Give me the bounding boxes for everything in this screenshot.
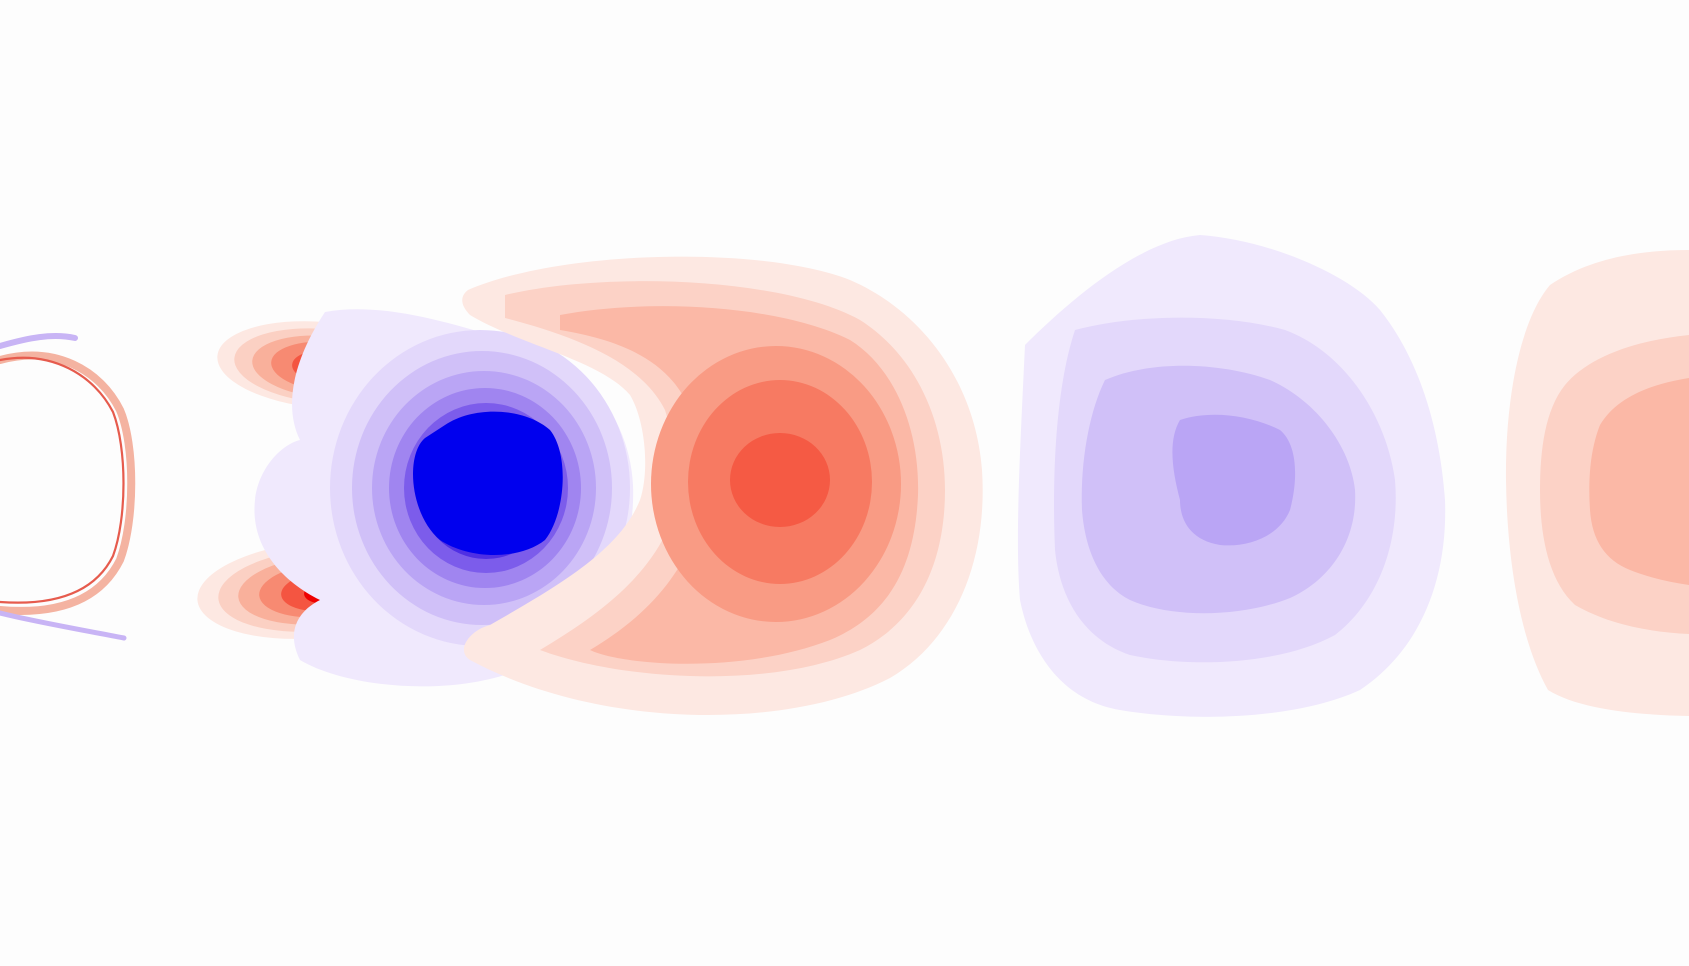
purple-vortex-core (1172, 414, 1296, 546)
leading-arc-top-band (0, 333, 78, 349)
purple-vortex (1017, 235, 1446, 717)
large-red-vortex-core (730, 433, 830, 527)
leading-arc-bottom-band (0, 610, 127, 641)
right-edge-red-vortex (1505, 250, 1689, 716)
central-blue-vortex (254, 309, 634, 687)
right-edge-red-vortex-level-3 (1589, 378, 1689, 585)
leading-arc-outer (0, 351, 136, 615)
large-red-vortex (462, 256, 983, 715)
leading-arc-inner (0, 356, 125, 604)
central-blue-vortex-core (413, 411, 563, 555)
leading-arc-structure (0, 333, 136, 641)
